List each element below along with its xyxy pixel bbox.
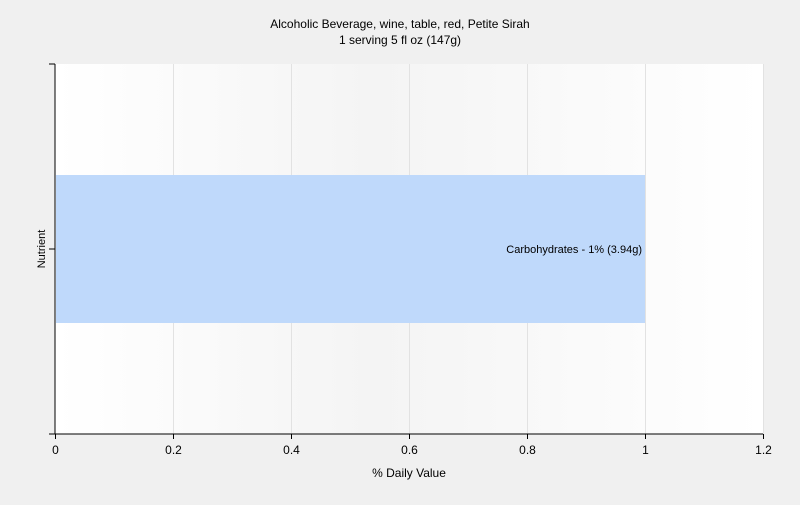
x-tick-label: 0.6: [401, 443, 418, 457]
x-tick-label: 0.4: [283, 443, 300, 457]
data-label: Carbohydrates - 1% (3.94g): [506, 244, 642, 256]
x-tick-label: 1: [642, 443, 649, 457]
data-labels: Carbohydrates - 1% (3.94g): [506, 244, 642, 256]
chart-title: Alcoholic Beverage, wine, table, red, Pe…: [270, 17, 529, 31]
x-tick-label: 0: [52, 443, 59, 457]
bar-carbohydrates: [56, 175, 645, 323]
x-tick-label: 0.8: [519, 443, 536, 457]
y-axis-label: Nutrient: [36, 230, 48, 269]
chart-subtitle: 1 serving 5 fl oz (147g): [339, 33, 461, 47]
x-tick-label: 0.2: [165, 443, 182, 457]
x-axis-ticks: 0 0.2 0.4 0.6 0.8 1 1.2: [52, 434, 772, 457]
x-tick-label: 1.2: [755, 443, 772, 457]
bars: [56, 175, 645, 323]
x-axis-label: % Daily Value: [372, 466, 446, 480]
